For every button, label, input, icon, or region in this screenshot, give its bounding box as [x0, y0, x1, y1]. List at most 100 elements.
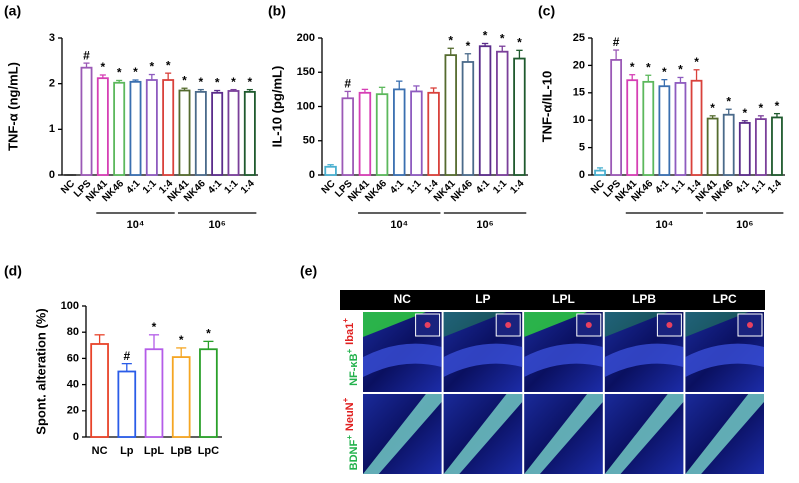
column-header-bar — [340, 290, 765, 310]
significance-mark: * — [500, 31, 505, 45]
micrograph-green — [524, 312, 588, 337]
bar — [594, 169, 606, 176]
bar — [144, 348, 164, 438]
bar — [96, 77, 109, 176]
micrograph-layer — [363, 394, 442, 474]
bar — [658, 85, 671, 176]
bar — [674, 82, 687, 176]
y-tick-label: 100 — [61, 300, 79, 312]
significance-mark: * — [198, 75, 203, 89]
significance-mark: * — [742, 106, 747, 120]
inset-cell — [666, 322, 673, 328]
y-tick-label: 1 — [49, 123, 55, 135]
group-label: 10⁴ — [390, 219, 408, 231]
x-tick-label: 1:1 — [222, 178, 240, 196]
bar — [90, 343, 109, 438]
micrograph-layer — [524, 343, 603, 377]
column-label: LPC — [713, 292, 737, 306]
x-tick-label: 1:4 — [766, 178, 784, 196]
y-tick-label: 150 — [297, 66, 315, 78]
y-tick-label: 2 — [49, 78, 55, 90]
y-tick-label: 0 — [73, 431, 79, 443]
column-label: LPL — [552, 292, 575, 306]
bar — [171, 356, 191, 438]
stain-name: NeuN — [344, 402, 356, 431]
bar — [478, 45, 492, 176]
y-axis-label: TNF-α (ng/mL) — [5, 62, 20, 151]
significance-mark: * — [759, 101, 764, 115]
significance-mark: # — [613, 35, 620, 49]
bar — [513, 57, 526, 176]
y-tick-label: 10 — [573, 114, 585, 126]
column-label: NC — [394, 292, 412, 306]
stain-name: NF-κB — [348, 353, 360, 385]
micrograph-green — [685, 312, 749, 337]
micrograph-layer — [685, 394, 764, 474]
bar — [194, 90, 207, 176]
bar — [771, 116, 783, 176]
significance-mark: * — [726, 94, 731, 108]
group-label: 10⁶ — [209, 219, 226, 231]
significance-mark: * — [182, 73, 187, 87]
bar — [211, 91, 224, 176]
micrograph-green — [363, 312, 426, 337]
y-tick-label: 20 — [573, 59, 585, 71]
micrograph-layer — [443, 343, 523, 377]
significance-mark: * — [662, 65, 667, 79]
significance-mark: * — [466, 39, 471, 53]
significance-mark: * — [448, 33, 453, 47]
bar — [610, 59, 623, 176]
x-tick-label: 1:4 — [508, 178, 526, 196]
significance-mark: # — [344, 77, 351, 91]
significance-mark: * — [179, 333, 184, 347]
panel-label: (c) — [538, 3, 555, 19]
bar — [626, 79, 639, 176]
bar — [444, 54, 457, 176]
inset-cell — [747, 322, 753, 328]
bar — [243, 90, 256, 176]
bar — [690, 79, 703, 176]
y-axis-label: Spont. alteration (%) — [33, 308, 48, 434]
y-tick-label: 25 — [573, 32, 585, 44]
significance-mark: * — [133, 65, 138, 79]
x-tick-label: LpL — [144, 445, 164, 457]
x-tick-label: 1:1 — [405, 178, 423, 196]
x-tick-label: Lp — [120, 445, 134, 457]
micrograph-layer — [363, 343, 442, 377]
bar — [461, 61, 475, 176]
y-tick-label: 20 — [67, 405, 79, 417]
y-tick-label: 15 — [573, 87, 585, 99]
bar — [722, 113, 735, 176]
significance-mark: * — [149, 60, 154, 74]
significance-mark: # — [83, 48, 90, 62]
significance-mark: * — [710, 101, 715, 115]
x-tick-label: 4:1 — [474, 178, 492, 196]
significance-mark: * — [117, 66, 122, 80]
y-tick-label: 3 — [49, 32, 55, 44]
column-label: LPB — [632, 292, 656, 306]
x-tick-label: 4:1 — [653, 178, 671, 196]
significance-mark: * — [517, 36, 522, 50]
bar — [199, 348, 218, 438]
x-tick-label: 4:1 — [124, 178, 142, 196]
x-tick-label: 4:1 — [388, 178, 406, 196]
bar — [113, 81, 126, 176]
y-tick-label: 100 — [297, 100, 315, 112]
panel-label: (e) — [300, 263, 317, 279]
x-tick-label: 1:1 — [491, 178, 509, 196]
y-axis-label: IL-10 (pg/mL) — [269, 66, 284, 148]
y-axis-label: TNF-α/IL-10 — [539, 71, 554, 143]
stain-sign: + — [345, 348, 354, 353]
bar — [358, 91, 372, 176]
inset-cell — [505, 322, 512, 328]
group-label: 10⁶ — [736, 219, 753, 231]
panel-label: (b) — [268, 3, 286, 19]
significance-mark: * — [206, 327, 211, 341]
bar — [129, 80, 142, 176]
stain-sign: + — [341, 318, 350, 323]
bar — [706, 117, 719, 176]
x-tick-label: LpC — [198, 445, 219, 457]
bar — [227, 90, 240, 176]
bar — [642, 80, 655, 176]
stain-sign: + — [345, 435, 354, 440]
